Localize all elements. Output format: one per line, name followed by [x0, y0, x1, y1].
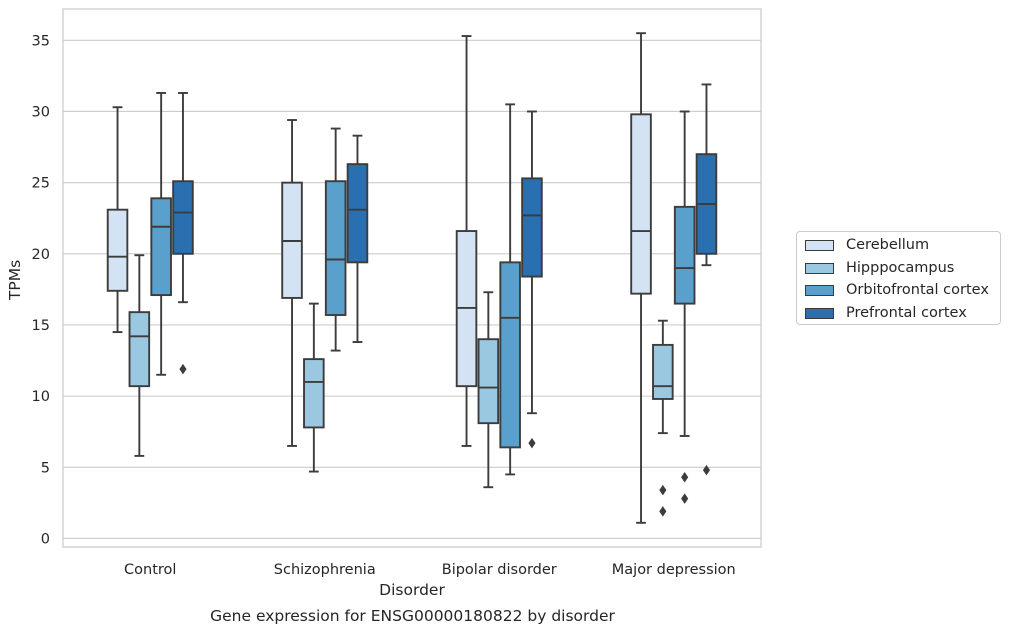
box-plot	[455, 35, 478, 447]
box-plot	[652, 319, 674, 517]
box-iqr	[630, 113, 652, 295]
x-tick-label: Control	[124, 562, 176, 578]
box-plot	[499, 103, 521, 476]
outlier-point	[681, 493, 689, 504]
y-tick-label: 20	[32, 247, 50, 263]
x-tick-labels: Control Schizophrenia Bipolar disorder Majo…	[124, 562, 736, 578]
box-plot	[281, 119, 303, 447]
y-tick-label: 15	[32, 318, 50, 334]
box-series	[106, 32, 718, 524]
box-plot	[630, 32, 652, 524]
box-iqr	[324, 180, 347, 316]
box-plot	[128, 254, 151, 457]
box-plot	[303, 302, 325, 473]
x-tick-label: Bipolar disorder	[442, 562, 557, 578]
box-plot	[477, 291, 500, 489]
outlier-point	[179, 363, 187, 375]
box-plot	[150, 92, 172, 376]
box-iqr	[172, 180, 194, 255]
box-plot	[673, 110, 696, 504]
legend-swatch-cerebellum	[805, 239, 834, 251]
outlier-point	[702, 464, 711, 476]
plot-frame	[62, 8, 762, 548]
box-plot	[346, 134, 369, 343]
box-plot	[695, 83, 718, 476]
legend-item-cerebellum: Cerebellum	[805, 234, 929, 256]
legend: Cerebellum Hipppocampus Orbitofrontal co…	[796, 231, 1001, 325]
x-axis-title: Disorder	[379, 581, 445, 599]
legend-label: Orbitofrontal cortex	[846, 282, 989, 298]
y-tick-label: 25	[32, 176, 50, 192]
y-tick-labels: 0 5 10 15 20 25 30 35	[32, 33, 50, 547]
outlier-point	[681, 472, 689, 483]
y-tick-label: 10	[32, 389, 50, 405]
chart-caption: Gene expression for ENSG00000180822 by d…	[210, 607, 615, 625]
legend-swatch-hippocampus	[805, 262, 834, 274]
box-iqr	[150, 197, 172, 297]
y-axis-title: TPMs	[6, 260, 24, 301]
outlier-point	[659, 484, 667, 496]
box-plot	[106, 106, 129, 334]
legend-swatch-prefrontal	[805, 307, 834, 319]
box-iqr	[673, 205, 696, 305]
legend-swatch-orbitofrontal	[805, 284, 834, 296]
box-iqr	[346, 163, 369, 264]
box-iqr	[652, 343, 674, 400]
box-plot	[324, 127, 347, 352]
box-iqr	[499, 261, 521, 449]
legend-item-prefrontal: Prefrontal cortex	[805, 302, 967, 324]
outlier-point	[659, 506, 667, 517]
x-tick-label: Schizophrenia	[274, 562, 376, 578]
box-iqr	[477, 338, 500, 425]
y-tick-label: 35	[32, 33, 50, 49]
box-iqr	[521, 177, 543, 278]
x-tick-label: Major depression	[612, 562, 736, 578]
y-tick-label: 30	[32, 104, 50, 120]
legend-label: Hipppocampus	[846, 260, 955, 276]
y-tick-label: 5	[41, 460, 50, 476]
box-plot	[521, 110, 543, 449]
box-plot	[172, 92, 194, 375]
y-tick-label: 0	[41, 531, 50, 547]
outlier-point	[528, 437, 536, 449]
legend-label: Cerebellum	[846, 237, 930, 253]
legend-label: Prefrontal cortex	[846, 305, 967, 321]
box-iqr	[106, 208, 129, 292]
legend-item-hippocampus: Hipppocampus	[805, 257, 954, 279]
legend-item-orbitofrontal: Orbitofrontal cortex	[805, 279, 989, 301]
box-iqr	[128, 311, 151, 388]
box-iqr	[303, 358, 325, 429]
